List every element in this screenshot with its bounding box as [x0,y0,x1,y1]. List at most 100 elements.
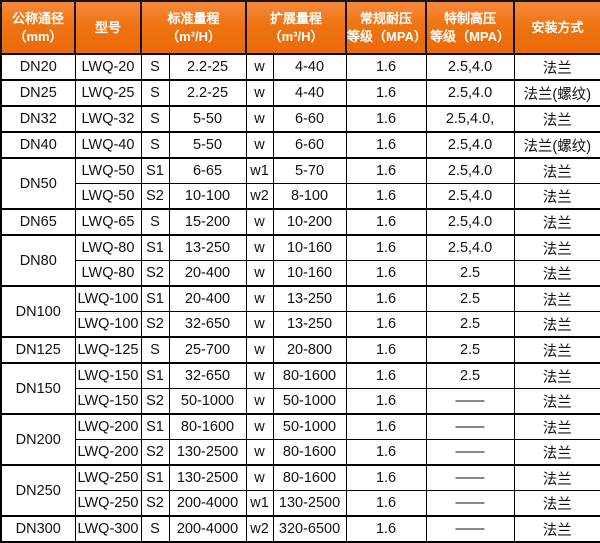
cell-standard-range: 13-250 [168,234,247,261]
table-row: LWQ-150 S2 50-1000 w 50-1000 1.6 —— 法兰 [1,388,600,415]
cell-installation-method: 法兰 [513,157,600,184]
cell-standard-pressure-rating: 1.6 [345,79,427,107]
cell-extended-range: 80-1600 [272,439,347,466]
cell-standard-range-code: S1 [140,285,170,312]
cell-model: LWQ-32 [74,105,142,133]
cell-installation-method: 法兰 [513,285,600,312]
header-nominal-diameter: 公称通径 （mm） [0,0,76,55]
cell-extended-range: 5-70 [272,157,347,184]
cell-extended-range-code: w1 [245,157,274,184]
cell-installation-method: 法兰 [513,336,600,364]
table-row: LWQ-100 S2 32-650 w 13-250 1.6 2.5 法兰 [1,311,600,338]
cell-model: LWQ-250 [74,464,142,491]
cell-extended-range: 320-6500 [272,515,347,543]
cell-standard-range-code: S2 [140,490,170,517]
cell-standard-pressure-rating: 1.6 [345,183,427,210]
header-standard-pressure-rating: 常规耐压 等级（MPA） [345,0,428,55]
cell-nominal-diameter: DN200 [0,413,76,466]
cell-extended-range-code: w [245,362,274,389]
cell-model: LWQ-20 [74,53,142,81]
header-standard-range: 标准量程 （m³/H） [139,0,248,55]
cell-standard-range: 5-50 [168,105,247,133]
cell-high-pressure-rating: 2.5,4.0 [425,79,515,107]
cell-standard-range-code: S1 [140,464,170,491]
cell-standard-pressure-rating: 1.6 [345,53,427,81]
cell-high-pressure-rating: 2.5,4.0, [425,105,515,133]
cell-model: LWQ-50 [74,157,142,184]
cell-extended-range-code: w [245,79,274,107]
header-extended-range: 扩展量程 （m³/H） [245,0,348,55]
cell-installation-method: 法兰 [513,388,600,415]
cell-installation-method: 法兰 [513,234,600,261]
cell-model: LWQ-150 [74,362,142,389]
cell-standard-pressure-rating: 1.6 [345,362,427,389]
cell-model: LWQ-65 [74,208,142,236]
cell-extended-range-code: w2 [245,515,274,543]
cell-extended-range: 4-40 [272,53,347,81]
cell-extended-range: 10-200 [272,208,347,236]
cell-extended-range-code: w [245,336,274,364]
cell-model: LWQ-150 [74,388,142,415]
table-row: LWQ-200 S2 130-2500 w 80-1600 1.6 —— 法兰 [1,439,600,466]
cell-high-pressure-rating: 2.5 [425,285,515,312]
cell-high-pressure-rating: 2.5,4.0 [425,53,515,81]
cell-high-pressure-rating: —— [425,388,515,415]
cell-extended-range-code: w1 [245,490,274,517]
cell-installation-method: 法兰 [513,413,600,440]
cell-high-pressure-rating: 2.5 [425,311,515,338]
cell-extended-range-code: w [245,105,274,133]
cell-installation-method: 法兰 [513,490,600,517]
cell-high-pressure-rating: —— [425,439,515,466]
cell-standard-pressure-rating: 1.6 [345,105,427,133]
cell-installation-method: 法兰 [513,105,600,133]
cell-high-pressure-rating: 2.5 [425,260,515,287]
cell-extended-range-code: w [245,131,274,159]
cell-nominal-diameter: DN300 [0,515,76,543]
cell-high-pressure-rating: —— [425,490,515,517]
cell-installation-method: 法兰 [513,183,600,210]
table-row: LWQ-250 S2 200-4000 w1 130-2500 1.6 —— 法兰 [1,490,600,517]
cell-standard-range-code: S [140,131,170,159]
cell-standard-range-code: S1 [140,362,170,389]
cell-standard-range: 25-700 [168,336,247,364]
table-row: DN50 LWQ-50 S1 6-65 w1 5-70 1.6 2.5,4.0 法兰 [0,157,600,210]
cell-extended-range-code: w [245,234,274,261]
cell-installation-method: 法兰 [513,515,600,543]
cell-standard-range-code: S [140,515,170,543]
cell-standard-range: 15-200 [168,208,247,236]
table-row: DN65 LWQ-65 S 15-200 w 10-200 1.6 2.5,4.0 法兰 [0,208,600,236]
cell-standard-pressure-rating: 1.6 [345,490,427,517]
cell-standard-range-code: S [140,208,170,236]
cell-model: LWQ-40 [74,131,142,159]
cell-extended-range-code: w [245,464,274,491]
cell-standard-range-code: S2 [140,260,170,287]
cell-standard-pressure-rating: 1.6 [345,131,427,159]
cell-installation-method: 法兰 [513,260,600,287]
cell-high-pressure-rating: 2.5,4.0 [425,131,515,159]
table-row: DN150 LWQ-150 S1 32-650 w 80-1600 1.6 2.5 法兰 [0,362,600,415]
cell-standard-pressure-rating: 1.6 [345,311,427,338]
cell-standard-pressure-rating: 1.6 [345,336,427,364]
cell-extended-range-code: w [245,260,274,287]
table-row: DN100 LWQ-100 S1 20-400 w 13-250 1.6 2.5 法兰 [0,285,600,338]
cell-standard-range-code: S [140,336,170,364]
cell-extended-range: 8-100 [272,183,347,210]
cell-nominal-diameter: DN65 [0,208,76,236]
cell-standard-range-code: S2 [140,311,170,338]
cell-standard-pressure-rating: 1.6 [345,234,427,261]
cell-standard-range: 32-650 [168,311,247,338]
table-row: DN20 LWQ-20 S 2.2-25 w 4-40 1.6 2.5,4.0 法兰 [0,53,600,81]
cell-extended-range-code: w [245,53,274,81]
cell-extended-range: 10-160 [272,260,347,287]
cell-extended-range: 13-250 [272,285,347,312]
cell-model: LWQ-25 [74,79,142,107]
cell-model: LWQ-80 [74,234,142,261]
cell-standard-range-code: S [140,79,170,107]
cell-model: LWQ-200 [74,413,142,440]
cell-extended-range: 80-1600 [272,362,347,389]
cell-nominal-diameter: DN20 [0,53,76,81]
cell-extended-range-code: w2 [245,183,274,210]
cell-standard-pressure-rating: 1.6 [345,285,427,312]
table-header: 公称通径 （mm） 型号 标准量程 （m³/H） 扩展量程 （m³/H） 常规耐… [0,0,600,55]
